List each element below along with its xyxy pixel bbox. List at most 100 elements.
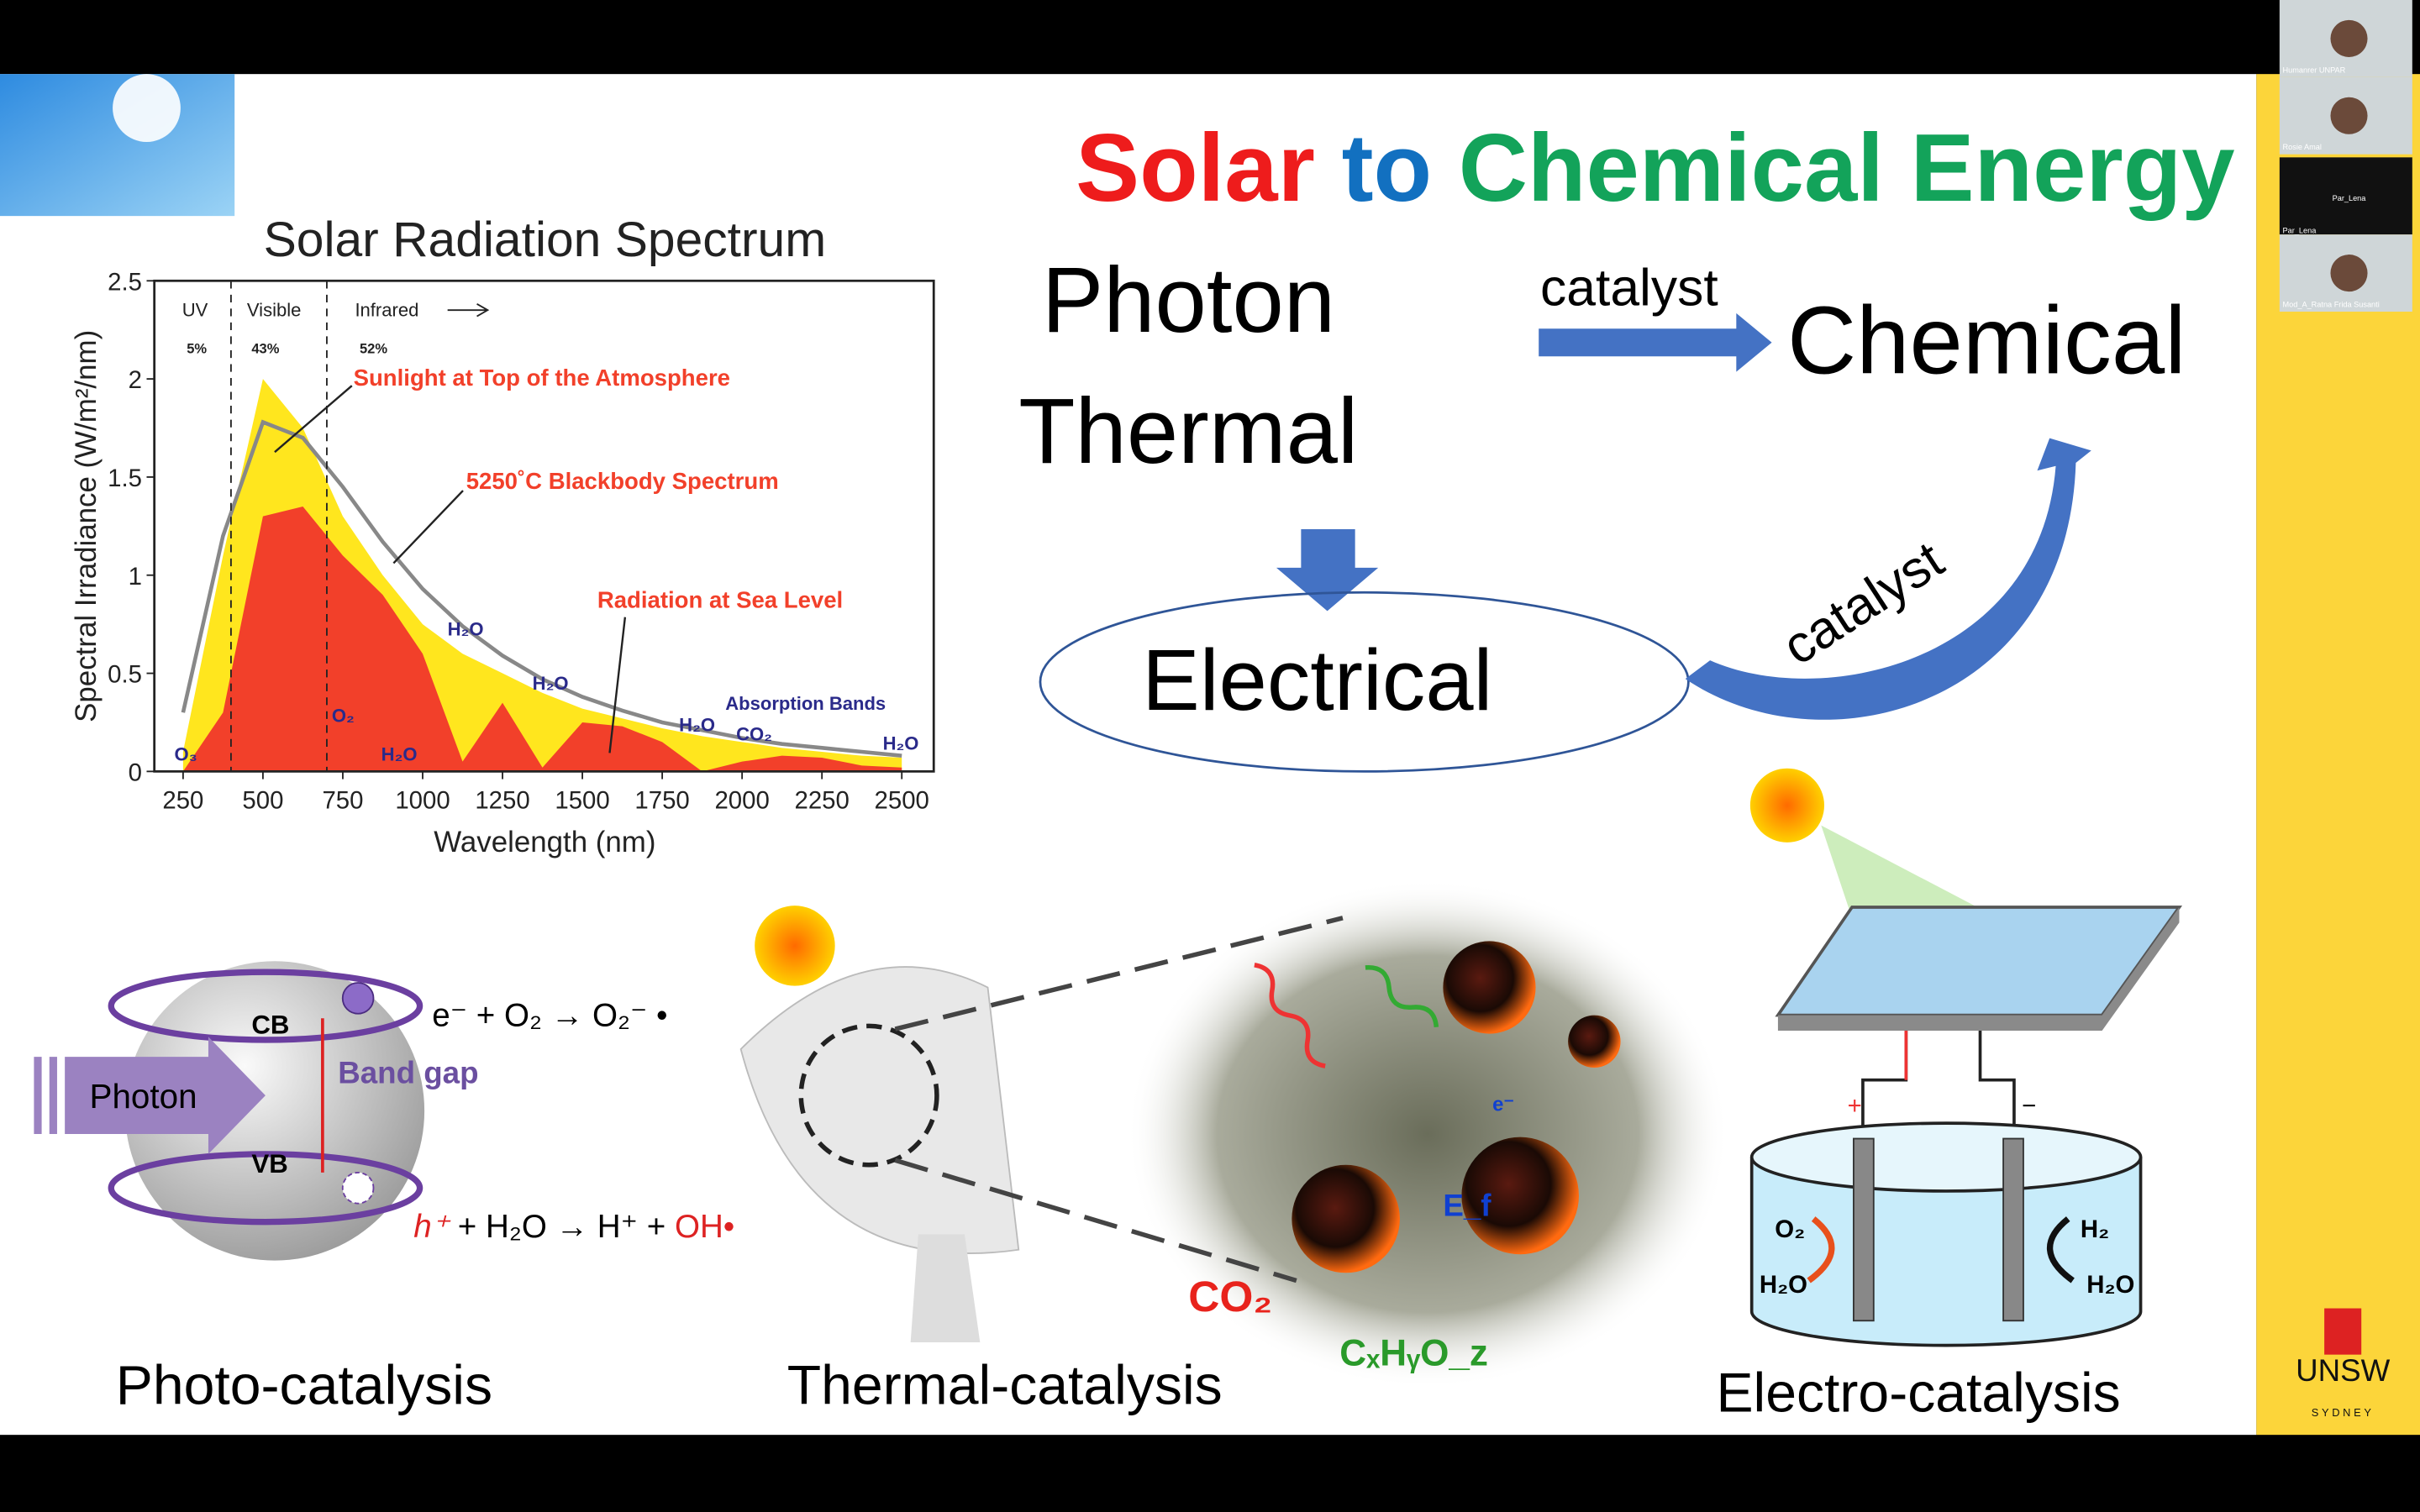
eq-part: + H₂O → H⁺ + [449,1209,675,1245]
label: e⁻ [1492,1093,1514,1116]
x-tick-label: 1500 [555,786,609,814]
absorption-label: H₂O [448,619,484,640]
y-tick-label: 2 [129,366,142,394]
y-tick-label: 2.5 [108,268,142,296]
label: Photon [90,1077,197,1116]
orbit [108,1151,424,1226]
flow-text: catalyst [1540,259,1718,318]
zoom-circle [798,1023,939,1168]
flow-text: Thermal [1018,380,1358,483]
equation: h⁺ + H₂O → H⁺ + OH• [413,1209,734,1245]
series-label: Sunlight at Top of the Atmosphere [354,365,730,391]
orbit [108,969,424,1043]
y-tick-label: 1 [129,563,142,591]
region-share: 52% [360,341,387,357]
face [2330,255,2368,292]
absorption-label: O₃ [175,744,197,765]
region-name: Infrared [355,300,418,321]
label: + [1848,1092,1862,1120]
electron [341,982,375,1015]
label: CₓHᵧO_z [1339,1333,1488,1374]
participant-name: Rosie Amal [2283,143,2322,151]
flow-text: Electrical [1142,632,1492,728]
label: Band gap [338,1055,478,1089]
x-tick-label: 2250 [794,786,849,814]
absorption-label: O₂ [332,706,355,727]
video-tile [2279,157,2412,235]
series-label: Radiation at Sea Level [597,587,843,613]
particle [1568,1015,1621,1068]
label: − [2022,1092,2036,1120]
beaker-top [1749,1121,2143,1193]
series-label: 5250˚C Blackbody Spectrum [466,468,779,494]
label: VB [251,1149,287,1179]
arrow [1539,312,1772,372]
x-axis-label: Wavelength (nm) [434,826,655,858]
hole [341,1172,375,1205]
face [2330,19,2368,57]
y-tick-label: 1.5 [108,465,142,492]
label: CB [251,1011,289,1040]
sun [1749,768,1825,843]
title-part: Chemical Energy [1459,115,2235,222]
pointer [274,385,627,753]
caption: Electro-catalysis [1716,1362,2120,1425]
electrode [2002,1137,2024,1322]
particle [1443,941,1536,1034]
region-name: Visible [247,300,302,321]
equation: e⁻ + O₂ → O₂⁻ • [432,997,667,1033]
beaker [1749,1157,2143,1347]
absorption-label: H₂O [381,744,418,765]
title-part: to [1342,115,1432,222]
logo: UNSW [2296,1353,2391,1388]
x-tick-label: 1000 [395,786,450,814]
logo-crest [2324,1308,2362,1355]
absorption-label: CO₂ [736,724,772,745]
curved-arrow [1685,438,2091,720]
label: H₂O [1760,1271,1807,1299]
region-share: 5% [187,341,207,357]
x-tick-label: 2000 [714,786,769,814]
eq-part: h⁺ [413,1209,450,1245]
photon-arrow [34,1037,266,1154]
reaction-arrow [1807,1216,1835,1284]
label: E_f [1443,1188,1491,1222]
eq-part: OH• [675,1209,734,1245]
sun-glare [113,74,181,142]
face [2330,97,2368,134]
particle [1461,1137,1579,1255]
chart-title: Solar Radiation Spectrum [264,213,827,267]
x-tick-label: 1250 [475,786,529,814]
y-tick-label: 0.5 [108,661,142,689]
participant-name: Par_Lena [2283,226,2317,234]
dish [739,966,1020,1254]
participant-name: Par_Lena [2333,194,2367,202]
electrode [1853,1137,1875,1322]
arrow [1276,529,1379,612]
absorption-label: H₂O [883,733,919,754]
participant-name: Mod_A_Ratna Frida Susanti [2283,301,2380,309]
logo-sub: SYDNEY [2312,1406,2375,1419]
x-tick-label: 500 [242,786,283,814]
x-tick-label: 750 [322,786,363,814]
participant-name: Humanrer UNPAR [2283,66,2346,74]
absorption-label: H₂O [679,715,715,736]
label: CO₂ [1188,1272,1272,1320]
sun [755,906,835,986]
zoom-line [894,916,1344,1032]
zoom-line [894,1158,1297,1284]
region-name: UV [182,300,208,321]
caption: Thermal-catalysis [787,1354,1223,1416]
y-tick-label: 0 [129,759,142,786]
slide-title: Solar to Chemical Energy [1076,115,2234,222]
arrow [447,303,490,318]
dish-stand [910,1234,981,1342]
plot-frame [153,279,935,773]
reaction-arrow [2046,1216,2075,1284]
panel-edge [1777,907,2180,1031]
participants: Humanrer UNPAR Rosie Amal Par_Lena Par_Lena… [2279,0,2412,312]
label: O₂ [1775,1215,1805,1243]
flow-text: Photon [1042,249,1335,352]
